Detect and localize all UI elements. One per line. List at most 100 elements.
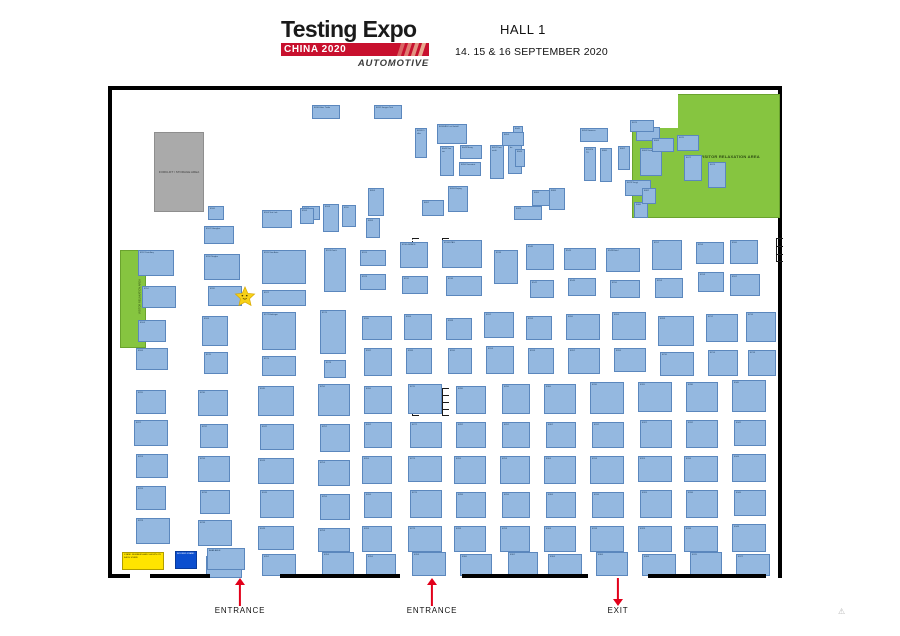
booth[interactable]: E200 xyxy=(566,314,600,340)
booth[interactable]: E292 xyxy=(502,422,530,448)
booth[interactable]: E254 xyxy=(318,460,350,486)
booth[interactable]: E050 Servotest xyxy=(459,162,481,176)
booth[interactable]: E178 xyxy=(324,360,346,378)
booth[interactable]: E198 xyxy=(528,348,554,374)
booth[interactable]: E330 xyxy=(686,382,718,412)
booth[interactable]: E280 xyxy=(456,386,486,414)
booth[interactable]: E342 xyxy=(734,420,766,446)
booth[interactable]: E114 xyxy=(142,286,176,308)
booth[interactable]: E074 xyxy=(708,162,726,188)
booth[interactable]: E100 xyxy=(208,206,224,220)
booth[interactable]: E276 xyxy=(410,490,442,518)
booth[interactable]: E108 xyxy=(323,204,339,232)
booth[interactable]: E048 Moog xyxy=(460,145,482,159)
booth[interactable]: E250 xyxy=(318,384,350,416)
booth[interactable]: E186 xyxy=(406,348,432,374)
booth[interactable]: E260 xyxy=(364,386,392,414)
booth[interactable]: E076 xyxy=(630,120,654,132)
booth[interactable]: E146 xyxy=(568,278,596,296)
booth[interactable]: E282 xyxy=(456,422,486,448)
booth[interactable]: E194 xyxy=(486,346,514,374)
booth[interactable]: E218 xyxy=(748,350,776,376)
booth[interactable]: E142 xyxy=(530,280,554,298)
booth[interactable]: E320 xyxy=(638,382,672,412)
booth[interactable]: E266 xyxy=(364,492,392,518)
booth[interactable]: E364 xyxy=(548,554,582,576)
booth[interactable]: E222 xyxy=(134,420,168,446)
booth[interactable]: E236 xyxy=(200,490,230,514)
booth[interactable]: E170 xyxy=(204,352,228,374)
booth[interactable]: E334 xyxy=(684,456,718,482)
booth[interactable]: E210 xyxy=(660,352,694,376)
booth[interactable]: E094 xyxy=(368,188,384,216)
booth[interactable]: E204 xyxy=(612,312,646,340)
booth[interactable]: E316 xyxy=(592,492,624,518)
booth[interactable]: E308 xyxy=(544,526,576,552)
booth[interactable]: E244 xyxy=(258,458,294,484)
booth[interactable]: E234 xyxy=(198,456,230,482)
booth[interactable]: E148 Brüel xyxy=(606,248,640,272)
booth[interactable]: E192 xyxy=(484,312,514,338)
booth[interactable]: E220 xyxy=(136,390,166,414)
booth[interactable]: E202 xyxy=(568,348,600,374)
entrance-center[interactable]: ENTRANCE xyxy=(392,578,472,615)
booth[interactable]: E180 xyxy=(362,316,392,340)
booth[interactable]: E294 xyxy=(500,456,530,484)
booth[interactable]: E370 xyxy=(690,552,722,576)
booth[interactable]: E162 xyxy=(730,274,760,296)
booth[interactable]: E160 xyxy=(730,240,758,264)
booth[interactable]: E216 xyxy=(746,312,776,342)
booth[interactable]: E052 Dewesoft xyxy=(490,145,504,179)
booth[interactable]: E278 xyxy=(408,526,442,552)
booth[interactable]: E356 xyxy=(366,554,396,576)
booth[interactable]: E224 xyxy=(136,454,168,478)
booth[interactable]: E272 xyxy=(410,422,442,448)
booth[interactable]: E268 xyxy=(362,526,392,552)
booth[interactable]: E288 xyxy=(454,526,486,552)
booth[interactable]: E306 xyxy=(546,492,576,518)
booth[interactable]: E150 xyxy=(610,280,640,298)
booth[interactable]: E140 xyxy=(526,244,554,270)
booth[interactable]: E066 Vector xyxy=(640,148,662,176)
booth[interactable]: E188 xyxy=(446,318,472,340)
booth[interactable]: E208 xyxy=(658,316,694,346)
booth[interactable]: E326 xyxy=(640,490,672,518)
booth[interactable]: E226 xyxy=(136,486,166,510)
booth[interactable]: E104 Test Lab xyxy=(262,210,292,228)
booth[interactable]: E158 xyxy=(698,272,724,292)
booth[interactable]: E286 xyxy=(456,492,486,518)
booth[interactable]: E240 xyxy=(258,386,294,416)
booth[interactable]: E134 ETAS xyxy=(442,240,482,268)
booth[interactable]: E046 Sensor xyxy=(440,146,454,176)
booth[interactable]: E284 xyxy=(454,456,486,484)
booth[interactable]: E248 xyxy=(258,526,294,550)
booth[interactable]: E196 xyxy=(526,316,552,340)
booth[interactable]: E304 xyxy=(544,456,576,484)
booth[interactable]: E256 xyxy=(320,494,350,520)
booth[interactable]: E232 xyxy=(200,424,228,448)
booth[interactable]: E310 xyxy=(590,382,624,414)
booth[interactable]: E230 xyxy=(198,390,228,416)
booth[interactable]: E252 xyxy=(320,424,350,452)
booth[interactable]: E340 xyxy=(732,380,766,412)
booth[interactable]: E212 xyxy=(706,314,738,342)
booth[interactable]: E258 xyxy=(318,528,350,552)
booth[interactable]: E324 xyxy=(638,456,672,482)
entrance-left[interactable]: ENTRANCE xyxy=(200,578,280,615)
booth[interactable]: E228 xyxy=(136,518,170,544)
booth[interactable]: E176 xyxy=(320,310,346,354)
booth[interactable]: E124 Zwick xyxy=(324,248,346,292)
booth[interactable]: E082 xyxy=(642,188,656,204)
booth[interactable]: E032 Jiangsu Test xyxy=(374,105,402,119)
booth[interactable]: E300 xyxy=(544,384,576,414)
booth[interactable]: E166 xyxy=(136,348,168,370)
booth[interactable]: E366 xyxy=(596,552,628,576)
booth[interactable]: E036 AVL List GmbH xyxy=(437,124,467,144)
booth[interactable]: E130 dSPACE xyxy=(400,242,428,268)
booth[interactable]: E264 xyxy=(362,456,392,484)
booth[interactable]: E062 xyxy=(618,146,630,170)
booth[interactable]: E190 xyxy=(448,348,472,374)
booth[interactable]: E358 xyxy=(412,552,446,576)
booth[interactable]: E290 xyxy=(502,384,530,414)
booth[interactable]: E338 xyxy=(684,526,718,552)
